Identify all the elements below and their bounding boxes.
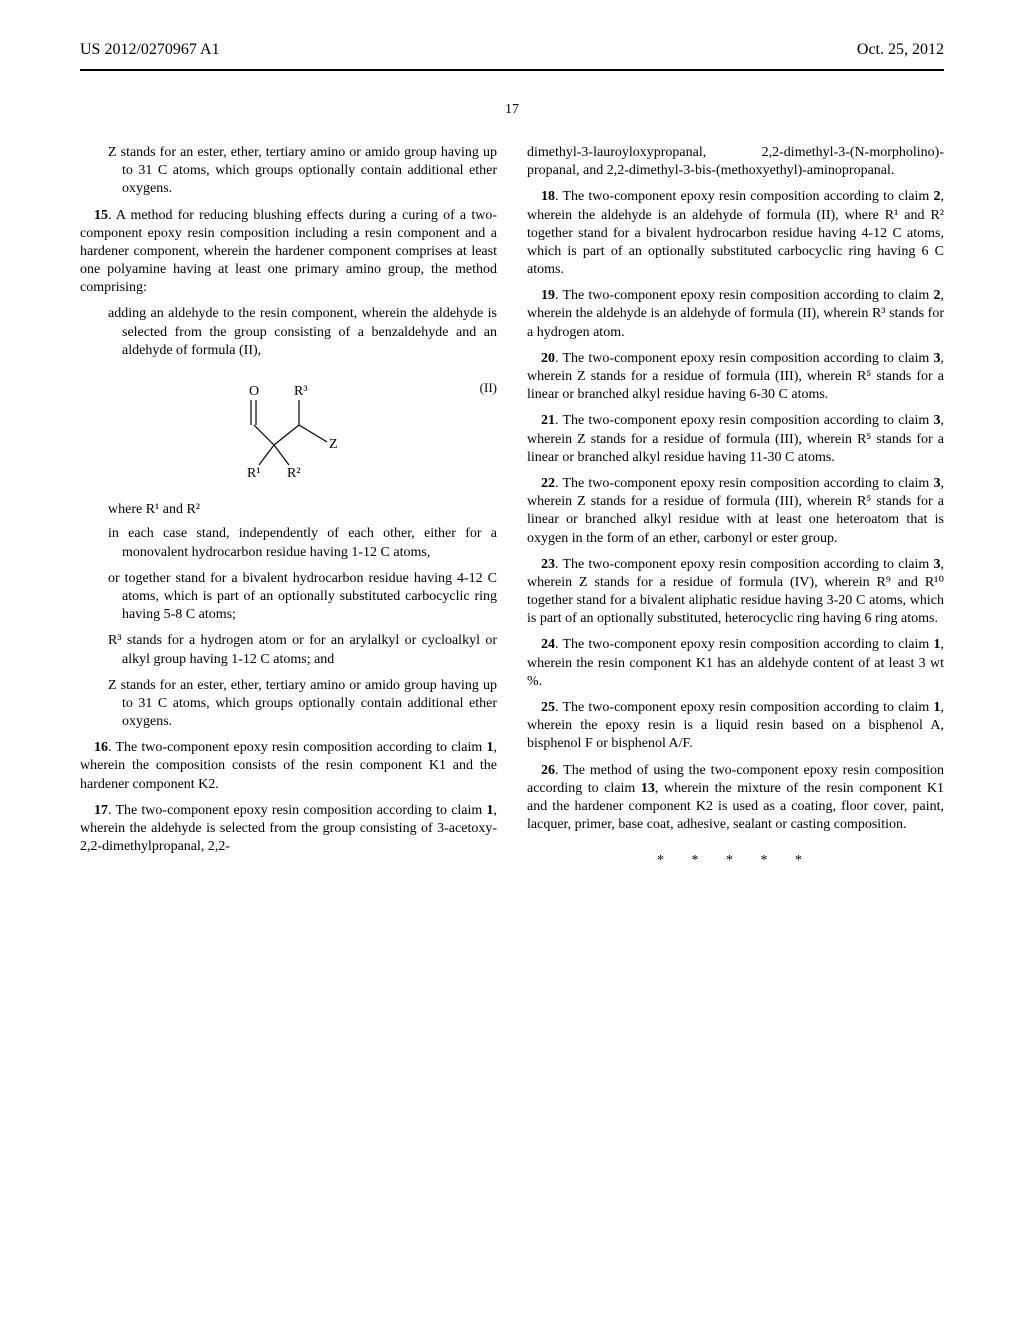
chem-r3-label: R³ <box>294 384 308 399</box>
where-label: where R¹ and R² <box>108 501 497 519</box>
def-1: in each case stand, independently of eac… <box>108 525 497 561</box>
claim-text: . A method for reducing blushing effects… <box>80 208 497 296</box>
claim-ref: 3 <box>934 351 941 366</box>
claim-17: 17. The two-component epoxy resin compos… <box>80 802 497 857</box>
claim-ref: 2 <box>934 189 941 204</box>
claim-text: . The two-component epoxy resin composit… <box>555 351 934 366</box>
right-column: dimethyl-3-lauroyloxypropanal, 2,2-dimet… <box>527 144 944 871</box>
claim-19: 19. The two-component epoxy resin compos… <box>527 287 944 342</box>
claim-text: . The two-component epoxy resin composit… <box>555 557 934 572</box>
chemical-structure: (II) O R³ Z R¹ R² <box>80 380 497 486</box>
claim-text: . The two-component epoxy resin composit… <box>555 288 934 303</box>
claim-22: 22. The two-component epoxy resin compos… <box>527 475 944 548</box>
claim-ref: 1 <box>934 637 941 652</box>
claim-number: 18 <box>541 189 555 204</box>
claim-number: 16 <box>94 740 108 755</box>
claim-21: 21. The two-component epoxy resin compos… <box>527 412 944 467</box>
claim-number: 20 <box>541 351 555 366</box>
patent-date: Oct. 25, 2012 <box>857 40 944 61</box>
claim-18: 18. The two-component epoxy resin compos… <box>527 188 944 279</box>
page-number: 17 <box>80 101 944 119</box>
claim-ref: 1 <box>487 740 494 755</box>
claim-number: 23 <box>541 557 555 572</box>
left-column: Z stands for an ester, ether, tertiary a… <box>80 144 497 871</box>
claim-24: 24. The two-component epoxy resin compos… <box>527 636 944 691</box>
claim-number: 26 <box>541 763 555 778</box>
claim-number: 24 <box>541 637 555 652</box>
claim-20: 20. The two-component epoxy resin compos… <box>527 350 944 405</box>
claim-ref: 1 <box>934 700 941 715</box>
claim-ref: 2 <box>934 288 941 303</box>
claim-number: 17 <box>94 803 108 818</box>
claim-ref: 3 <box>934 413 941 428</box>
def-2: or together stand for a bivalent hydroca… <box>108 570 497 625</box>
z-definition: Z stands for an ester, ether, tertiary a… <box>108 144 497 199</box>
content-columns: Z stands for an ester, ether, tertiary a… <box>80 144 944 871</box>
claim-text: . The two-component epoxy resin composit… <box>555 700 934 715</box>
claim-25: 25. The two-component epoxy resin compos… <box>527 699 944 754</box>
claim-number: 21 <box>541 413 555 428</box>
def-4: Z stands for an ester, ether, tertiary a… <box>108 677 497 732</box>
claim-text: . The two-component epoxy resin composit… <box>555 476 934 491</box>
formula-label: (II) <box>480 380 497 397</box>
claim-23: 23. The two-component epoxy resin compos… <box>527 556 944 629</box>
claim-26: 26. The method of using the two-componen… <box>527 762 944 835</box>
claim-number: 15 <box>94 208 108 223</box>
chem-r1-label: R¹ <box>247 466 261 480</box>
end-marks: * * * * * <box>527 852 944 870</box>
claim-ref: 1 <box>487 803 494 818</box>
claim-ref: 3 <box>934 557 941 572</box>
chemical-diagram: O R³ Z R¹ R² <box>219 380 359 480</box>
claim-number: 19 <box>541 288 555 303</box>
claim-number: 25 <box>541 700 555 715</box>
claim-text: . The two-component epoxy resin composit… <box>108 803 487 818</box>
chem-z-label: Z <box>329 437 338 452</box>
continuation-text: dimethyl-3-lauroyloxypropanal, 2,2-dimet… <box>527 144 944 180</box>
claim-text: . The two-component epoxy resin composit… <box>555 413 934 428</box>
chem-o-label: O <box>249 384 259 399</box>
claim-ref: 13 <box>641 781 655 796</box>
claim-number: 22 <box>541 476 555 491</box>
patent-number: US 2012/0270967 A1 <box>80 40 220 61</box>
claim-15: 15. A method for reducing blushing effec… <box>80 207 497 298</box>
chem-r2-label: R² <box>287 466 301 480</box>
header-divider <box>80 69 944 71</box>
claim-text: . The two-component epoxy resin composit… <box>555 637 934 652</box>
claim-ref: 3 <box>934 476 941 491</box>
claim-15-sub: adding an aldehyde to the resin componen… <box>108 305 497 360</box>
page-header: US 2012/0270967 A1 Oct. 25, 2012 <box>80 40 944 61</box>
def-3: R³ stands for a hydrogen atom or for an … <box>108 632 497 668</box>
claim-16: 16. The two-component epoxy resin compos… <box>80 739 497 794</box>
claim-text: . The two-component epoxy resin composit… <box>108 740 487 755</box>
claim-text: . The two-component epoxy resin composit… <box>555 189 934 204</box>
